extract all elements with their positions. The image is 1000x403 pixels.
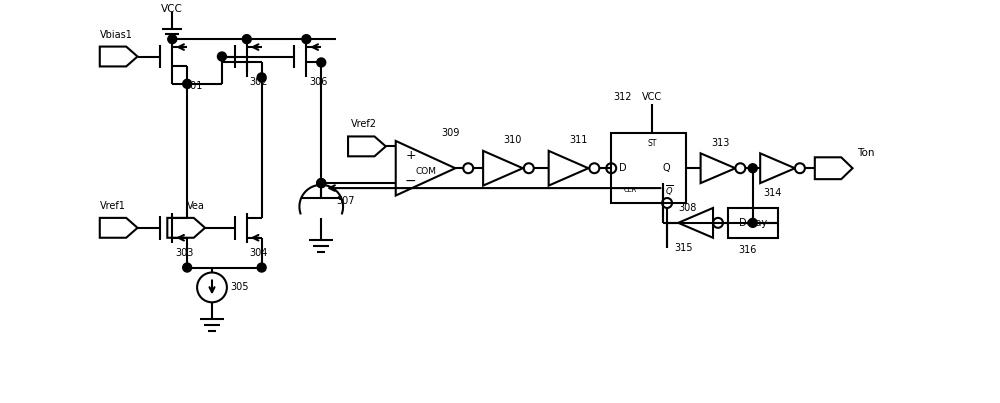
Text: 311: 311: [569, 135, 588, 145]
Circle shape: [242, 35, 251, 44]
Text: D: D: [619, 163, 627, 173]
Circle shape: [217, 52, 226, 61]
Circle shape: [317, 58, 326, 67]
Circle shape: [183, 79, 192, 88]
Circle shape: [257, 73, 266, 82]
Text: ST: ST: [648, 139, 657, 148]
Text: $\overline{Q}$: $\overline{Q}$: [665, 183, 673, 197]
Text: Vea: Vea: [187, 201, 205, 211]
Circle shape: [748, 164, 757, 173]
Text: Vref2: Vref2: [351, 118, 377, 129]
Text: 309: 309: [441, 129, 460, 139]
Circle shape: [302, 35, 311, 44]
Text: 303: 303: [175, 248, 194, 258]
Circle shape: [317, 179, 326, 187]
Circle shape: [183, 263, 192, 272]
Text: CLR: CLR: [623, 187, 637, 193]
Text: COM: COM: [415, 167, 436, 176]
Circle shape: [748, 218, 757, 227]
Text: 307: 307: [336, 195, 355, 206]
Text: Vbias1: Vbias1: [100, 30, 133, 39]
Text: 304: 304: [250, 248, 268, 258]
Text: Vref1: Vref1: [100, 201, 126, 211]
Text: 315: 315: [674, 243, 692, 253]
Text: 314: 314: [763, 188, 781, 198]
Text: VCC: VCC: [642, 92, 662, 102]
Text: 302: 302: [250, 77, 268, 87]
Text: 305: 305: [230, 283, 248, 293]
Text: Delay: Delay: [739, 218, 767, 228]
Text: Ton: Ton: [858, 148, 875, 158]
Text: +: +: [405, 149, 416, 162]
Text: Q: Q: [662, 163, 670, 173]
Bar: [611, 133, 686, 203]
Text: 301: 301: [184, 81, 203, 91]
Text: −: −: [405, 174, 416, 188]
Circle shape: [317, 179, 326, 187]
Text: 306: 306: [309, 77, 328, 87]
Text: VCC: VCC: [161, 4, 183, 15]
Circle shape: [257, 263, 266, 272]
Text: 308: 308: [678, 203, 697, 213]
Text: 312: 312: [613, 92, 632, 102]
Text: 316: 316: [739, 245, 757, 255]
Bar: [728, 208, 778, 238]
Text: 310: 310: [504, 135, 522, 145]
Circle shape: [168, 35, 177, 44]
Text: 313: 313: [711, 138, 730, 148]
